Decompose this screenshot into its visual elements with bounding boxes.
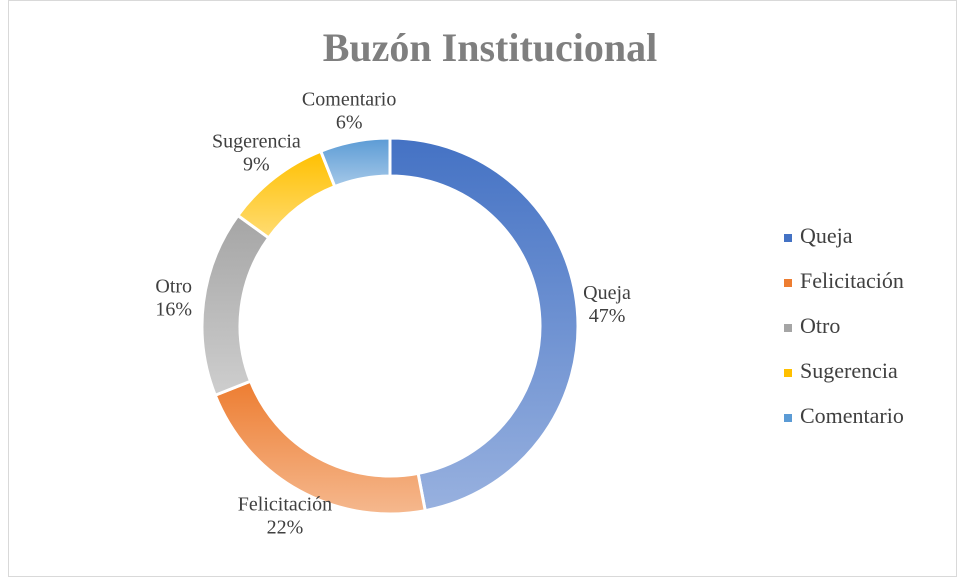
legend-swatch	[784, 279, 792, 287]
legend-label: Comentario	[800, 403, 904, 428]
data-label-name: Otro	[155, 275, 192, 297]
chart-title: Buzón Institucional	[323, 25, 658, 70]
data-label-name: Sugerencia	[212, 130, 301, 152]
donut-slice	[388, 136, 580, 513]
data-label-value: 22%	[267, 517, 304, 539]
data-label-value: 6%	[336, 111, 363, 133]
legend-label: Sugerencia	[800, 358, 898, 383]
legend-label: Otro	[800, 313, 840, 338]
legend-swatch	[784, 414, 792, 422]
data-label-value: 47%	[589, 305, 626, 327]
legend-swatch	[784, 234, 792, 242]
data-label-name: Felicitación	[238, 494, 332, 516]
legend-swatch	[784, 324, 792, 332]
data-label-name: Queja	[583, 282, 631, 304]
data-label-value: 16%	[155, 298, 192, 320]
legend-label: Felicitación	[800, 268, 904, 293]
donut-slice	[318, 136, 392, 189]
data-label-value: 9%	[243, 153, 270, 175]
legend-swatch	[784, 369, 792, 377]
legend-label: Queja	[800, 223, 853, 248]
data-label-name: Comentario	[302, 88, 396, 110]
